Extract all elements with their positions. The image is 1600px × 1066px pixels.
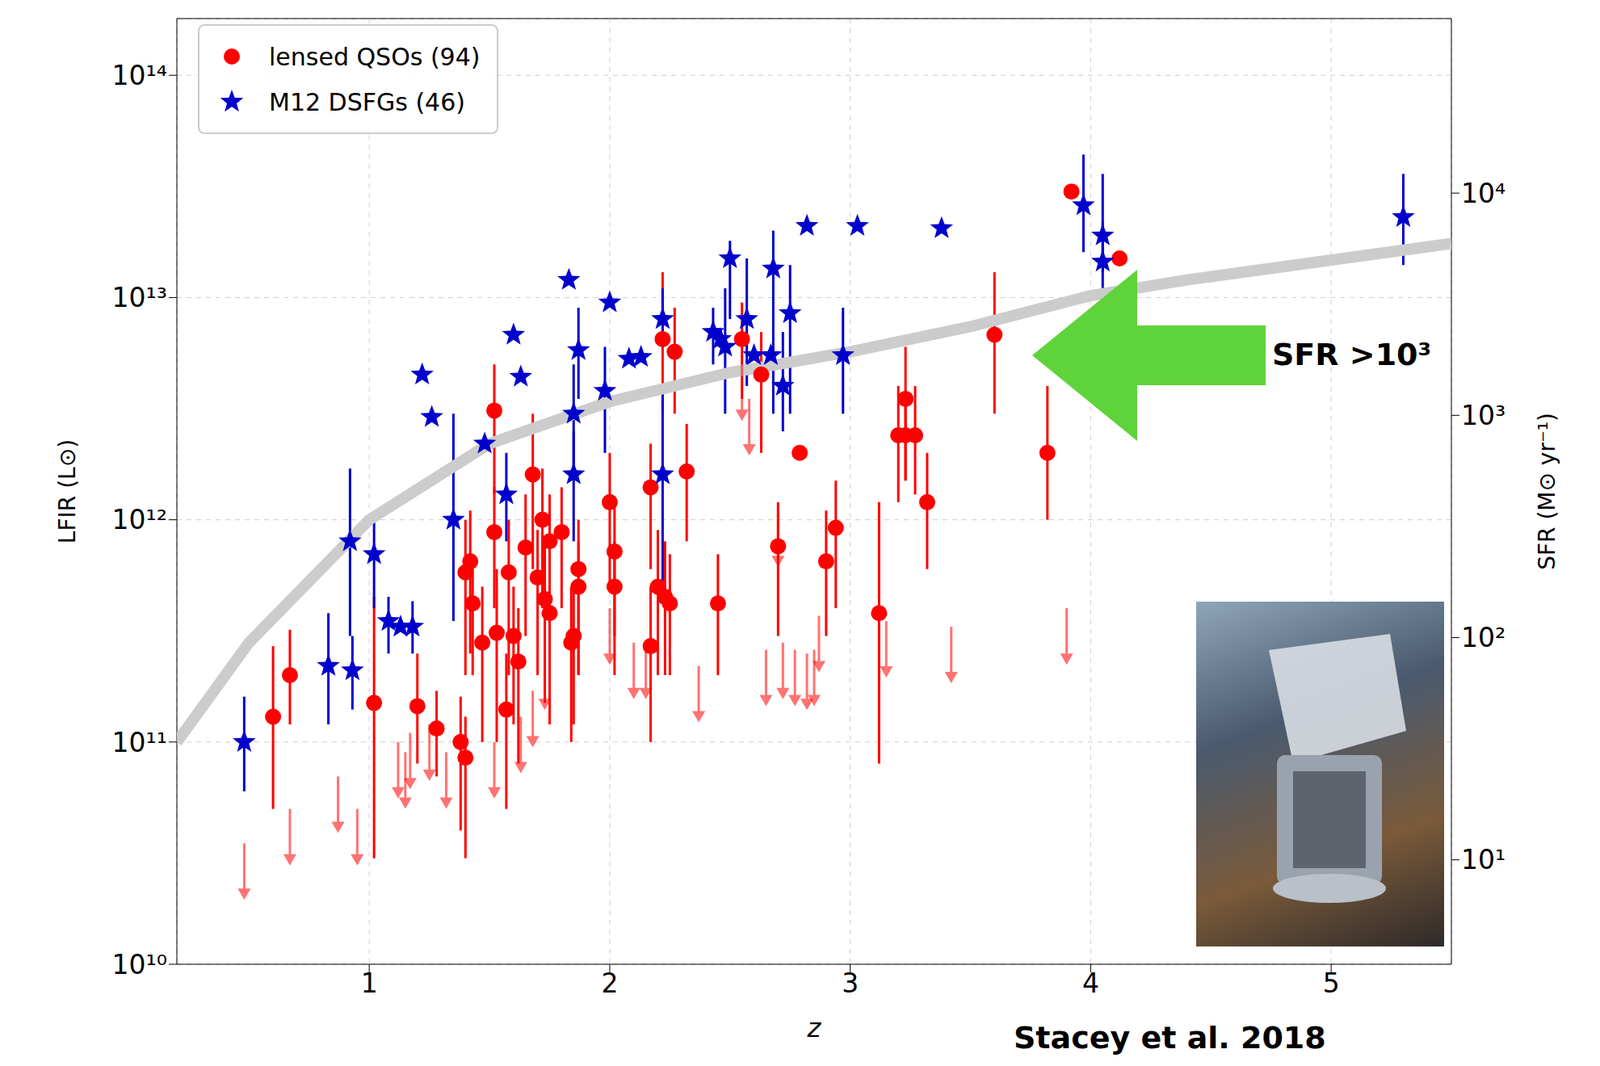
svg-text:10¹⁴: 10¹⁴: [112, 59, 168, 92]
html-text:Stacey et al. 2018: Stacey et al. 2018: [1013, 1020, 1327, 1056]
svg-text:4: 4: [1082, 967, 1100, 1000]
svg-text:5: 5: [1322, 967, 1340, 1000]
svg-text:10¹: 10¹: [1461, 844, 1506, 876]
svg-text:10³: 10³: [1461, 399, 1506, 432]
html-text:SFR >10³: SFR >10³: [1272, 336, 1432, 373]
svg-text:10⁴: 10⁴: [1461, 177, 1506, 210]
svg-text:z: z: [806, 1012, 823, 1044]
svg-text:LFIR (L⊙): LFIR (L⊙): [54, 439, 81, 544]
svg-text:1: 1: [361, 967, 378, 1000]
svg-text:10¹²: 10¹²: [112, 503, 168, 536]
svg-text:10¹¹: 10¹¹: [112, 726, 168, 759]
svg-text:10²: 10²: [1461, 621, 1506, 654]
svg-text:SFR (M⊙ yr⁻¹): SFR (M⊙ yr⁻¹): [1533, 412, 1561, 571]
svg-text:3: 3: [841, 967, 859, 1000]
html-text:lensed QSOs (94): lensed QSOs (94): [268, 42, 481, 71]
svg-text:10¹³: 10¹³: [112, 281, 168, 314]
html-text:M12 DSFGs (46): M12 DSFGs (46): [268, 87, 466, 116]
svg-text:2: 2: [600, 967, 618, 1000]
svg-text:10¹⁰: 10¹⁰: [112, 949, 168, 981]
